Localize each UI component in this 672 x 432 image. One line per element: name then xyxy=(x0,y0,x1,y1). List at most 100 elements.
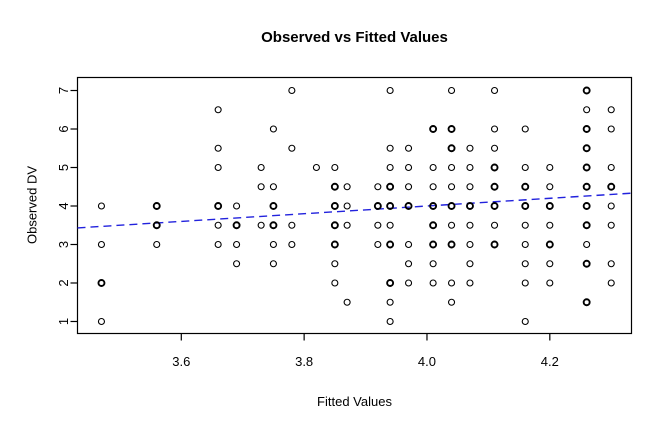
data-point xyxy=(583,240,591,249)
data-point xyxy=(331,163,339,172)
data-point xyxy=(545,202,554,210)
data-point xyxy=(404,183,413,191)
data-point xyxy=(233,202,241,210)
x-tick-label: 4.2 xyxy=(541,354,559,369)
data-point xyxy=(373,202,382,210)
data-point xyxy=(386,202,395,210)
data-point xyxy=(312,163,320,172)
data-point xyxy=(490,221,499,229)
data-point xyxy=(607,260,615,268)
data-point xyxy=(429,240,438,249)
data-point xyxy=(404,144,413,152)
data-point xyxy=(607,182,616,191)
data-point xyxy=(490,86,499,95)
y-tick-label: 3 xyxy=(56,241,71,248)
y-tick-label: 7 xyxy=(56,87,71,94)
data-point xyxy=(386,221,394,229)
data-point xyxy=(521,317,529,326)
data-point xyxy=(233,260,241,268)
data-point xyxy=(386,86,394,95)
data-point xyxy=(386,144,394,152)
data-point xyxy=(607,279,615,287)
data-point xyxy=(546,260,554,268)
data-point xyxy=(490,240,499,249)
data-point xyxy=(466,279,474,287)
data-point xyxy=(607,125,615,133)
chart-title: Observed vs Fitted Values xyxy=(261,29,448,46)
data-point xyxy=(429,163,437,172)
data-point xyxy=(546,183,554,191)
data-point xyxy=(153,240,161,249)
data-point xyxy=(490,144,499,152)
data-point xyxy=(466,260,474,268)
data-point xyxy=(521,221,529,229)
data-point xyxy=(269,202,278,210)
data-point xyxy=(343,202,351,210)
data-point xyxy=(466,183,474,191)
data-point xyxy=(447,125,456,133)
data-point xyxy=(404,240,413,249)
identity-reference-line xyxy=(77,192,632,229)
data-point xyxy=(97,202,106,210)
data-point xyxy=(607,106,615,114)
data-point xyxy=(521,163,529,172)
data-point xyxy=(257,221,265,229)
data-point xyxy=(97,279,106,287)
data-point xyxy=(521,279,529,287)
data-point xyxy=(331,260,339,268)
data-point xyxy=(466,144,474,152)
data-point xyxy=(582,144,591,153)
data-point xyxy=(447,240,456,249)
x-tick-label: 3.8 xyxy=(295,354,313,369)
data-point xyxy=(582,298,591,307)
data-point xyxy=(404,163,413,172)
data-point xyxy=(214,106,222,114)
data-point xyxy=(214,240,222,249)
data-point xyxy=(607,163,615,172)
data-point xyxy=(546,279,554,287)
data-point xyxy=(257,183,265,191)
y-tick-label: 1 xyxy=(56,318,71,325)
data-point xyxy=(447,86,456,95)
x-tick-label: 3.6 xyxy=(172,354,190,369)
data-point xyxy=(233,240,241,249)
data-point xyxy=(607,202,615,210)
data-point xyxy=(97,317,106,326)
data-point xyxy=(288,86,296,95)
data-point xyxy=(546,163,554,172)
data-point xyxy=(583,106,591,114)
data-point xyxy=(582,221,591,230)
data-point xyxy=(214,144,222,152)
data-point xyxy=(466,221,474,229)
data-point xyxy=(521,260,529,268)
data-point xyxy=(152,202,161,210)
data-point xyxy=(214,202,223,210)
data-point xyxy=(330,182,339,191)
data-point xyxy=(288,240,296,249)
data-point xyxy=(466,240,474,249)
data-point xyxy=(269,125,277,133)
data-point xyxy=(386,317,394,326)
data-point xyxy=(269,221,278,230)
data-point xyxy=(521,182,530,191)
y-tick-label: 6 xyxy=(56,125,71,132)
data-point xyxy=(374,240,382,249)
data-point xyxy=(330,240,339,249)
x-axis-title: Fitted Values xyxy=(317,394,392,409)
data-point xyxy=(447,144,456,153)
y-tick-label: 5 xyxy=(56,164,71,171)
data-point xyxy=(269,183,277,191)
data-point xyxy=(582,163,591,172)
data-point xyxy=(343,298,351,306)
data-point xyxy=(466,163,474,172)
y-tick-label: 4 xyxy=(56,202,71,209)
data-point xyxy=(386,163,394,172)
data-point xyxy=(466,202,474,210)
y-tick-label: 2 xyxy=(56,279,71,286)
data-point xyxy=(374,221,382,229)
data-point xyxy=(257,163,265,172)
data-point xyxy=(152,221,161,230)
x-tick-label: 4.0 xyxy=(418,354,436,369)
